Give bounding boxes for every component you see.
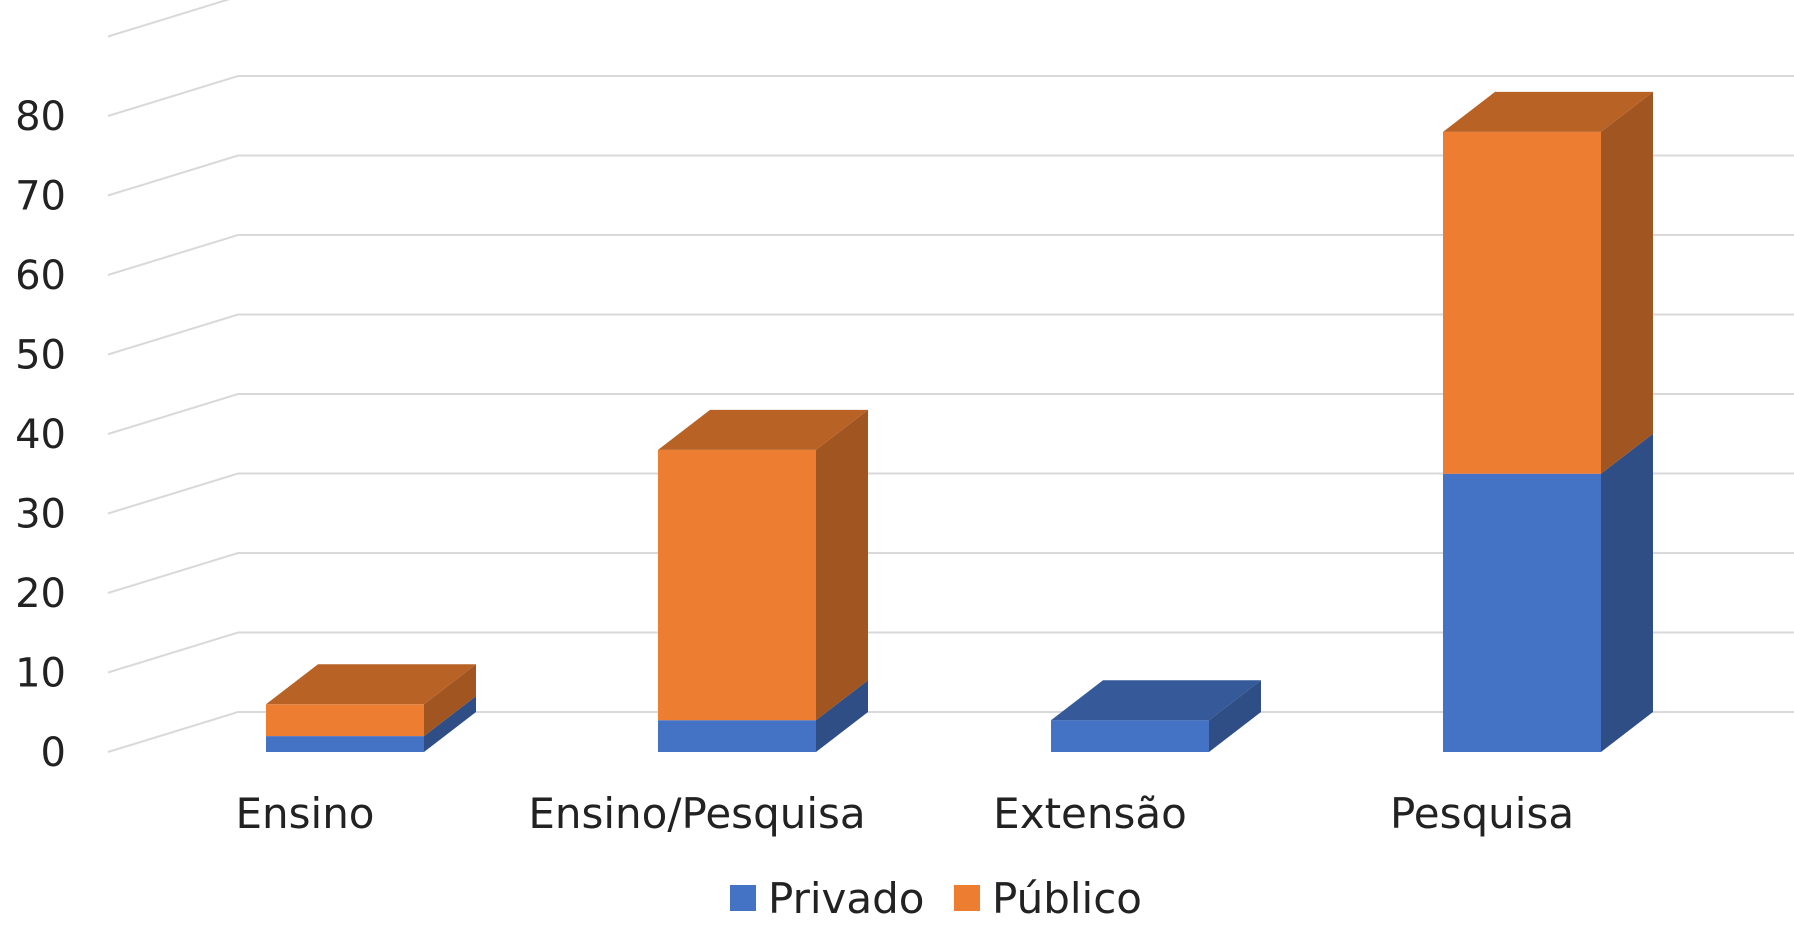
bar-segment-side xyxy=(816,409,868,721)
gridline xyxy=(107,711,1794,753)
y-tick-label: 80 xyxy=(15,94,66,140)
legend-entry-label: Público xyxy=(992,874,1142,923)
x-category-label: Ensino xyxy=(235,789,374,838)
bar-segment-front xyxy=(1443,131,1601,474)
bar-top-face xyxy=(1443,91,1653,132)
bar-top-face xyxy=(658,409,868,450)
y-tick-label: 20 xyxy=(15,571,66,617)
bar-segment-side xyxy=(1601,433,1653,752)
y-tick-label: 40 xyxy=(15,412,66,458)
y-tick-label: 10 xyxy=(15,651,66,697)
y-tick-label: 70 xyxy=(15,174,66,220)
bar-segment-side xyxy=(1601,91,1653,474)
gridline xyxy=(107,313,1794,356)
gridline xyxy=(107,552,1794,594)
y-tick-label: 50 xyxy=(15,333,66,379)
bars xyxy=(266,91,1653,752)
bar-segment-side xyxy=(816,680,868,752)
legend-swatch xyxy=(954,885,980,911)
gridline xyxy=(107,234,1794,276)
bar-segment-side xyxy=(1209,680,1261,752)
gridline xyxy=(107,0,231,38)
gridline xyxy=(107,472,1794,515)
legend-entry-label: Privado xyxy=(768,874,924,923)
gridlines xyxy=(107,0,1794,753)
gridline xyxy=(107,75,1794,117)
gridline xyxy=(107,393,1794,435)
x-category-label: Extensão xyxy=(993,789,1187,838)
bar-segment-front xyxy=(658,720,816,752)
x-category-label: Pesquisa xyxy=(1390,789,1574,838)
x-axis-category-labels: Ensino Ensino/Pesquisa Extensão Pesquisa xyxy=(235,789,1574,838)
bar-segment-side xyxy=(424,664,476,737)
bar-segment-side xyxy=(424,696,476,752)
y-tick-label: 0 xyxy=(41,730,66,776)
x-category-label: Ensino/Pesquisa xyxy=(528,789,865,838)
bar-segment-front xyxy=(266,704,424,737)
bar-segment-front xyxy=(658,449,816,721)
gridline xyxy=(107,154,1794,197)
y-axis-tick-labels: 0 10 20 30 40 50 60 70 80 xyxy=(15,94,66,776)
legend: Privado Público xyxy=(730,874,1142,923)
bar-segment-front xyxy=(1051,720,1209,752)
y-tick-label: 60 xyxy=(15,253,66,299)
bar-top-face xyxy=(1051,680,1261,721)
bar-segment-front xyxy=(1443,473,1601,752)
bar-top-face xyxy=(266,664,476,705)
legend-swatch xyxy=(730,885,756,911)
y-tick-label: 30 xyxy=(15,492,66,538)
gridline xyxy=(107,631,1794,674)
bar-segment-front xyxy=(266,736,424,752)
